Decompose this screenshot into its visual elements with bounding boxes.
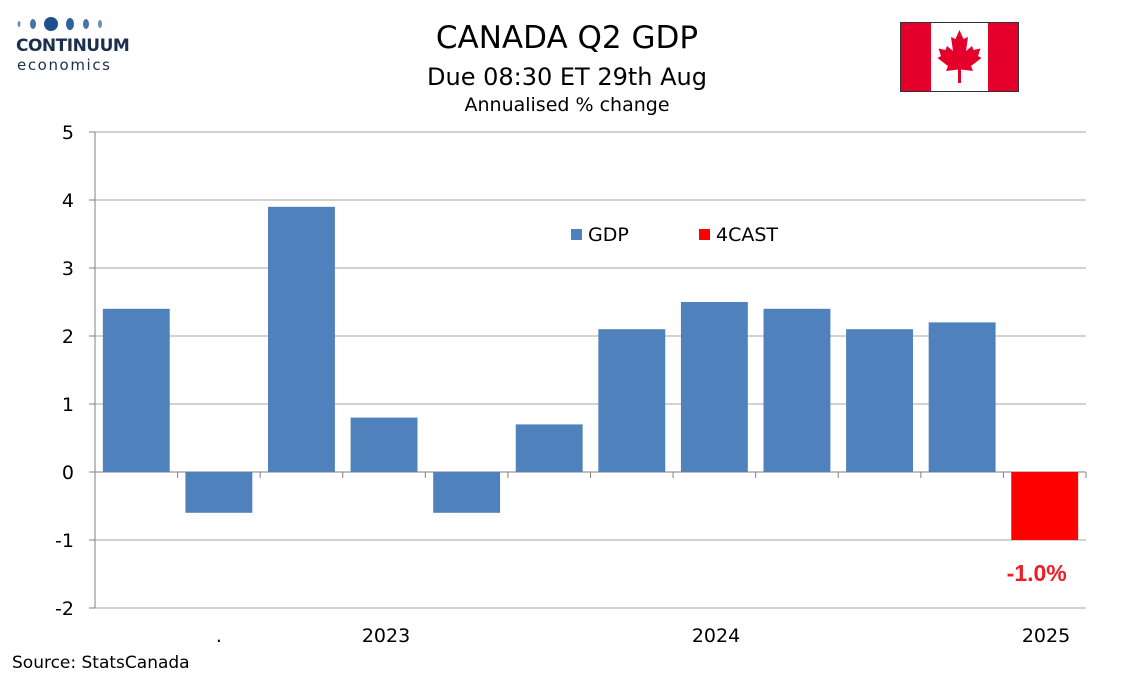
bar-gdp (433, 472, 501, 513)
canada-flag-icon (900, 22, 1019, 92)
bar-gdp (598, 329, 666, 472)
x-tick-label: 2023 (362, 625, 410, 647)
bar-forecast (1011, 472, 1079, 540)
brand-logo: CONTINUUM economics (14, 16, 134, 74)
bar-gdp (928, 322, 996, 472)
bar-gdp (680, 302, 748, 472)
bar-gdp (846, 329, 913, 472)
y-tick-label: 3 (62, 258, 74, 280)
bar-gdp (102, 308, 170, 472)
chart-subtitle: Due 08:30 ET 29th Aug (427, 63, 707, 91)
x-tick-label: . (216, 625, 222, 647)
y-tick-label: 5 (62, 122, 74, 144)
y-tick-label: 2 (62, 326, 74, 348)
brand-sub: economics (17, 56, 112, 74)
bar-gdp (350, 417, 418, 472)
bar-gdp (185, 472, 253, 513)
legend-swatch (699, 229, 710, 240)
y-tick-label: 0 (62, 462, 74, 484)
forecast-value-label: -1.0% (1007, 560, 1067, 586)
x-tick-label: 2024 (692, 625, 740, 647)
bar-gdp (268, 206, 335, 473)
legend-swatch (571, 229, 582, 240)
source-note: Source: StatsCanada (12, 653, 190, 673)
y-tick-label: -2 (55, 598, 74, 620)
brand-name: CONTINUUM (16, 36, 130, 56)
chart-title: CANADA Q2 GDP (435, 20, 699, 56)
bar-gdp (763, 308, 831, 472)
chart-unit-label: Annualised % change (464, 94, 670, 116)
legend-label: 4CAST (716, 224, 778, 246)
legend-label: GDP (588, 224, 629, 246)
bar-gdp (515, 424, 583, 472)
x-tick-label: 2025 (1022, 625, 1070, 647)
y-tick-label: 1 (62, 394, 74, 416)
logo-dots-icon (17, 17, 102, 31)
y-tick-label: -1 (55, 530, 74, 552)
y-tick-label: 4 (62, 190, 74, 212)
